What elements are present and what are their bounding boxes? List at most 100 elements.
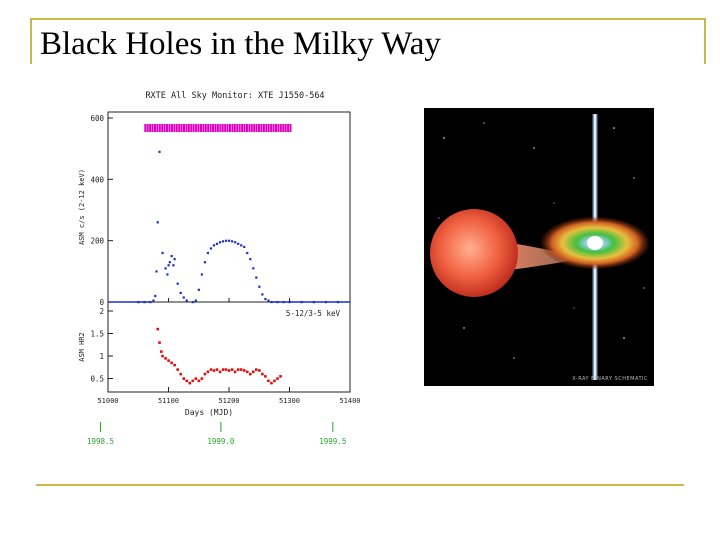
detection-mark [168, 124, 171, 132]
detection-mark [209, 124, 212, 132]
detection-mark [158, 124, 161, 132]
detection-mark [282, 124, 285, 132]
detection-mark [231, 124, 234, 132]
rate-point [158, 150, 161, 153]
rate-point [246, 251, 249, 255]
hardness-point [218, 370, 222, 374]
detection-mark [204, 124, 207, 132]
detection-mark [272, 124, 275, 132]
rate-point [185, 299, 188, 302]
hardness-point [188, 381, 192, 385]
detection-mark [185, 124, 188, 132]
detection-mark [149, 124, 152, 132]
detection-mark [229, 124, 231, 132]
hardness-point [276, 377, 279, 380]
detection-mark [166, 124, 169, 132]
rate-point [209, 247, 213, 250]
rate-point [172, 264, 175, 267]
bottom-y-tick-label: 1 [99, 352, 104, 361]
hardness-point [158, 341, 161, 344]
detection-mark [178, 124, 181, 132]
hardness-point [215, 368, 219, 371]
rate-point [197, 288, 200, 291]
detection-mark [224, 124, 227, 132]
rate-point [258, 285, 261, 288]
detection-mark [199, 124, 202, 132]
detection-mark [190, 124, 193, 132]
rate-point [221, 240, 225, 243]
detection-mark [274, 124, 277, 132]
hardness-point [267, 379, 270, 383]
detection-mark [163, 124, 166, 132]
hardness-point [236, 368, 240, 371]
rate-point [261, 293, 264, 296]
detection-mark [255, 124, 258, 132]
hardness-point [258, 369, 261, 372]
x-tick-label: 51400 [339, 397, 360, 405]
hardness-point [255, 368, 258, 371]
hardness-point [164, 357, 167, 360]
bottom-y-tick-label: 1.5 [90, 330, 104, 339]
detection-mark [180, 124, 183, 132]
detection-mark [289, 124, 292, 132]
x-tick-label: 51200 [218, 397, 239, 405]
rate-point [154, 294, 157, 298]
frame-top-rule [30, 18, 706, 20]
rate-point [156, 221, 159, 224]
top-y-tick-label: 200 [90, 237, 104, 246]
hardness-point [173, 363, 176, 367]
top-y-axis-label: ASM c/s (2-12 keV) [78, 169, 86, 245]
detection-mark [197, 124, 200, 132]
rate-point [194, 299, 197, 302]
star-field [438, 122, 645, 359]
black-hole-core [587, 236, 603, 250]
rate-point [167, 264, 170, 267]
top-y-tick-label: 0 [99, 298, 104, 307]
hardness-point [170, 361, 173, 365]
rate-point [206, 251, 210, 255]
detection-mark [265, 124, 268, 132]
hardness-point [245, 370, 249, 374]
detection-mark [250, 124, 253, 132]
detection-mark [241, 124, 244, 132]
rate-point [234, 241, 237, 244]
year-tick-label: 1999.0 [207, 437, 235, 446]
hardness-point [261, 372, 264, 376]
hardness-point [203, 372, 207, 376]
detection-mark [175, 124, 178, 132]
hardness-point [248, 372, 252, 376]
detection-mark [245, 124, 248, 132]
detection-mark [262, 124, 265, 132]
rate-point [243, 245, 246, 248]
bottom-y-tick-label: 2 [99, 307, 104, 316]
hardness-point [182, 377, 186, 380]
hardness-point [224, 368, 228, 371]
detection-mark [233, 124, 236, 132]
rate-point [237, 242, 240, 245]
detection-mark [207, 124, 210, 132]
detection-mark [156, 124, 159, 132]
detection-mark [161, 124, 164, 132]
hardness-point [176, 368, 179, 371]
detection-mark [192, 124, 195, 132]
rate-point [203, 261, 206, 264]
frame-left-rule [30, 18, 32, 64]
rate-point [267, 299, 270, 302]
bottom-panel-annotation: 5-12/3-5 keV [286, 309, 341, 318]
bottom-y-tick-label: 0.5 [90, 375, 104, 384]
detection-mark [170, 124, 173, 132]
rate-point [161, 251, 164, 255]
hardness-point [264, 375, 267, 378]
hardness-point [206, 370, 210, 374]
frame-right-rule [704, 18, 706, 64]
detection-mark [258, 124, 261, 132]
illustration-caption: X-RAY BINARY SCHEMATIC [572, 376, 648, 382]
detection-mark [287, 124, 290, 132]
detection-mark [153, 124, 156, 132]
hardness-point [161, 354, 164, 358]
detection-mark [195, 124, 198, 132]
rate-point [173, 258, 176, 261]
hardness-point [239, 368, 243, 371]
x-ray-binary-icon [430, 114, 649, 380]
rate-point [255, 276, 258, 279]
